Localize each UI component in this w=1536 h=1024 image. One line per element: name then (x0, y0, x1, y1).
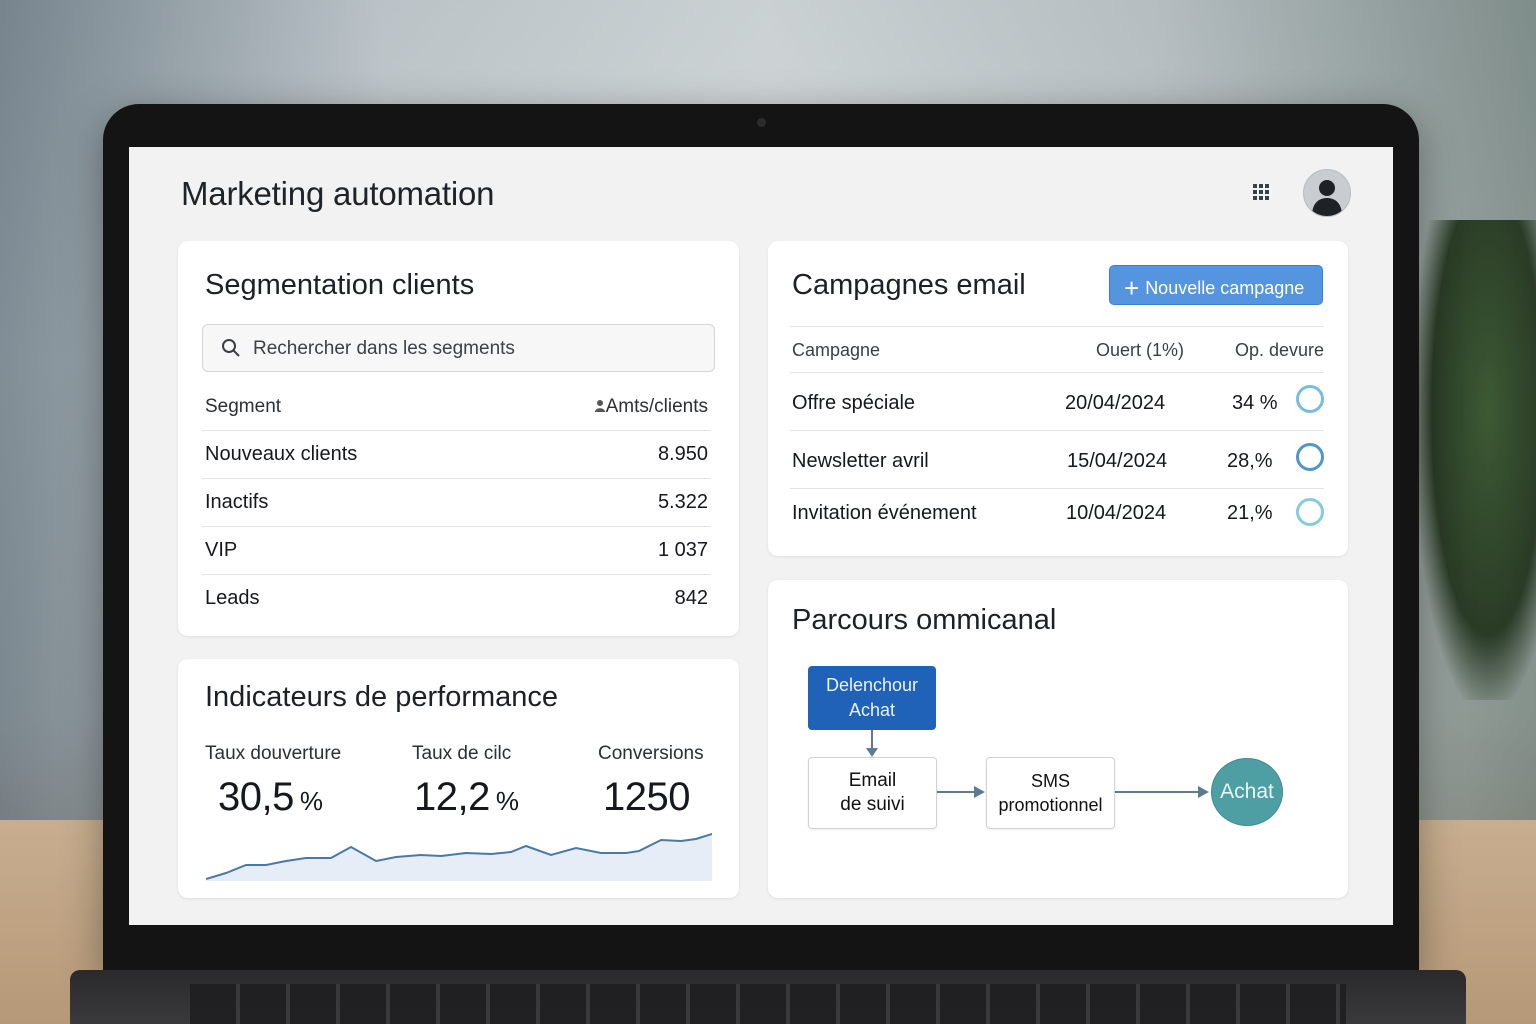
performance-title: Indicateurs de performance (205, 681, 559, 713)
kpi-conversions-value: 1250 (603, 775, 690, 820)
campaign-rate: 34 % (1232, 392, 1278, 414)
search-icon (222, 339, 240, 357)
status-ring-icon (1296, 498, 1324, 526)
campaigns-title: Campagnes email (792, 269, 1026, 301)
segment-name: Leads (205, 587, 260, 609)
table-row[interactable]: VIP 1 037 (202, 526, 711, 575)
table-row[interactable]: Leads 842 (202, 574, 711, 623)
segment-count: 8.950 (657, 443, 708, 465)
purchase-node[interactable]: Achat (1211, 758, 1283, 826)
kpi-value: 12,2 (414, 775, 490, 819)
trigger-node[interactable]: Delenchour Achat (808, 666, 936, 730)
campaigns-card: Campagnes email + Nouvelle campagne Campa… (768, 241, 1348, 556)
column-rate: Op. devure (1234, 340, 1324, 360)
page-title: Marketing automation (181, 175, 495, 212)
new-campaign-button[interactable]: + Nouvelle campagne (1109, 265, 1323, 305)
campaign-table-header: Campagne Ouert (1%) Op. devure (790, 326, 1324, 373)
sms-line2: promotionnel (998, 795, 1103, 815)
segment-count: 1 037 (657, 539, 708, 561)
person-icon (594, 400, 605, 412)
journey-connectors (866, 730, 1209, 798)
trigger-line1: Delenchour (825, 675, 919, 695)
column-campaign: Campagne (792, 340, 881, 360)
email-line1: Email (848, 770, 897, 791)
segment-name: Inactifs (205, 491, 269, 513)
kpi-click-rate-label: Taux de cilc (412, 743, 512, 764)
campaign-rate: 28,% (1227, 450, 1273, 472)
keyboard-keys (190, 984, 1346, 1024)
campaign-name: Invitation événement (792, 502, 977, 524)
sms-line1: SMS (1030, 771, 1070, 791)
column-count-label: Amts/clients (605, 396, 708, 417)
segment-count: 842 (674, 587, 708, 609)
purchase-label: Achat (1220, 780, 1274, 803)
segmentation-title: Segmentation clients (205, 269, 475, 301)
column-opened: Ouert (1%) (1096, 340, 1185, 360)
segment-name: VIP (205, 539, 238, 561)
new-campaign-label: Nouvelle campagne (1145, 277, 1305, 298)
user-icon (1312, 180, 1342, 216)
kpi-click-rate-value: 12,2% (414, 775, 519, 820)
grid-icon[interactable] (1249, 180, 1273, 204)
campaign-date: 15/04/2024 (1067, 450, 1168, 472)
status-ring-icon (1296, 443, 1324, 471)
segment-name: Nouveaux clients (205, 443, 358, 465)
journey-card: Parcours ommicanal Delenchour Achat Emai… (768, 580, 1348, 898)
campaign-rate: 21,% (1227, 502, 1273, 524)
segment-search[interactable] (202, 324, 715, 372)
table-row[interactable]: Offre spéciale 20/04/2024 34 % (790, 372, 1324, 431)
app-screen: Marketing automation Segmentation client… (129, 147, 1393, 925)
sparkline-chart (206, 833, 712, 881)
campaign-name: Offre spéciale (792, 392, 916, 414)
kpi-value: 30,5 (218, 775, 294, 819)
email-line2: de suivi (840, 794, 905, 815)
kpi-unit: % (299, 786, 323, 816)
search-input[interactable] (251, 335, 695, 363)
performance-card: Indicateurs de performance Taux douvertu… (178, 659, 739, 898)
segment-count: 5.322 (657, 491, 708, 513)
plus-icon: + (1124, 272, 1140, 303)
campaign-date: 10/04/2024 (1066, 502, 1167, 524)
segment-table-header: Segment Amts/clients (205, 396, 708, 426)
sms-node[interactable]: SMS promotionnel (986, 757, 1115, 829)
campaign-name: Newsletter avril (792, 450, 929, 472)
kpi-open-rate-value: 30,5% (218, 775, 323, 820)
kpi-open-rate-label: Taux douverture (205, 743, 342, 764)
email-node[interactable]: Email de suivi (808, 757, 937, 829)
column-count: Amts/clients (594, 396, 708, 418)
avatar[interactable] (1303, 169, 1351, 217)
kpi-unit: % (495, 786, 519, 816)
kpi-value: 1250 (603, 775, 690, 819)
status-ring-icon (1296, 385, 1324, 413)
background-plant (1416, 220, 1536, 700)
table-row[interactable]: Newsletter avril 15/04/2024 28,% (790, 430, 1324, 489)
segmentation-card: Segmentation clients Segment Amts/client… (178, 241, 739, 636)
kpi-conversions-label: Conversions (598, 743, 704, 764)
webcam (757, 118, 766, 127)
column-segment: Segment (205, 396, 282, 417)
table-row[interactable]: Inactifs 5.322 (202, 478, 711, 527)
table-row[interactable]: Invitation événement 10/04/2024 21,% (790, 488, 1324, 541)
trigger-line2: Achat (848, 700, 896, 720)
campaign-date: 20/04/2024 (1065, 392, 1166, 414)
keyboard (70, 970, 1466, 1024)
journey-title: Parcours ommicanal (792, 604, 1057, 636)
table-row[interactable]: Nouveaux clients 8.950 (202, 430, 711, 479)
